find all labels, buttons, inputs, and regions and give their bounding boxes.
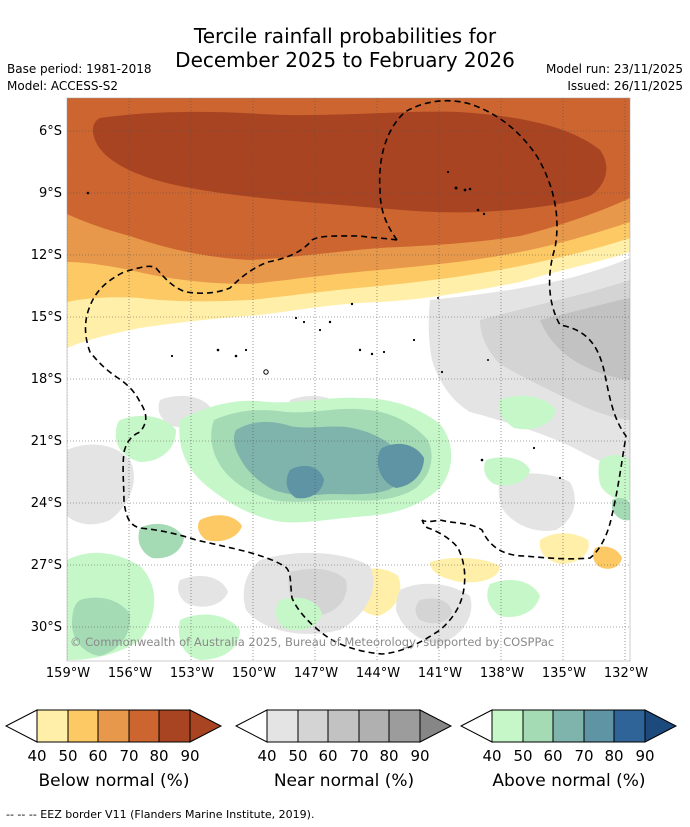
below-40-south-patch-4 bbox=[593, 546, 622, 569]
above-40-se-2 bbox=[498, 395, 556, 430]
legend-above-tick-60: 60 bbox=[543, 747, 562, 765]
above-40-east-1 bbox=[598, 454, 630, 501]
legend-near-normal: 40 50 60 70 80 90 bbox=[235, 709, 453, 765]
lat-label-21s: 21°S bbox=[30, 434, 62, 449]
legend-near-title: Near normal (%) bbox=[273, 771, 415, 791]
legend-near-max-arrow bbox=[419, 709, 453, 743]
island-markers bbox=[86, 170, 562, 480]
near-50-patch-d bbox=[415, 598, 452, 624]
lon-label-147w: 147°W bbox=[293, 666, 339, 681]
legend-near-swatch-2 bbox=[297, 709, 329, 743]
legend-above-tick-40: 40 bbox=[482, 747, 501, 765]
map-title-line2: December 2025 to February 2026 bbox=[175, 48, 515, 72]
legend-above-normal: 40 50 60 70 80 90 bbox=[460, 709, 678, 765]
legend-below-swatch-2 bbox=[67, 709, 99, 743]
lat-label-30s: 30°S bbox=[30, 620, 62, 635]
above-50-east-1 bbox=[612, 498, 630, 521]
lat-label-24s: 24°S bbox=[30, 496, 62, 511]
above-50-west-1 bbox=[72, 597, 131, 656]
above-70-patch-1 bbox=[377, 443, 424, 488]
graticule bbox=[67, 98, 630, 661]
lon-label-144w: 144°W bbox=[355, 666, 401, 681]
lat-label-12s: 12°S bbox=[30, 248, 62, 263]
legend-below-title: Below normal (%) bbox=[38, 771, 190, 791]
legend-near-tick-90: 90 bbox=[410, 747, 429, 765]
below-40-south-patch-3 bbox=[198, 515, 242, 542]
above-70-patch-2 bbox=[286, 465, 324, 499]
legend-below-swatch-1 bbox=[36, 709, 69, 743]
copyright-notice: © Commonwealth of Australia 2025, Bureau… bbox=[70, 635, 554, 649]
lat-label-9s: 9°S bbox=[38, 186, 62, 201]
legend-below-swatch-3 bbox=[97, 709, 130, 743]
rainfall-probability-map: © Commonwealth of Australia 2025, Bureau… bbox=[66, 97, 631, 662]
lon-label-159w: 159°W bbox=[45, 666, 91, 681]
above-60-central bbox=[233, 421, 407, 496]
base-period: Base period: 1981-2018 bbox=[7, 62, 152, 76]
eez-borders bbox=[84, 99, 627, 655]
legend-below-tick-60: 60 bbox=[88, 747, 107, 765]
legend-below-max-arrow bbox=[189, 709, 223, 743]
legend-near-swatch-3 bbox=[327, 709, 360, 743]
lon-label-156w: 156°W bbox=[107, 666, 153, 681]
legend-near-swatch-4 bbox=[358, 709, 390, 743]
model-name: Model: ACCESS-S2 bbox=[7, 79, 119, 93]
legend-below-swatch-5 bbox=[158, 709, 191, 743]
above-40-se-1 bbox=[487, 580, 540, 618]
lon-label-141w: 141°W bbox=[417, 666, 463, 681]
legend-below-tick-50: 50 bbox=[58, 747, 77, 765]
above-40-west-2 bbox=[115, 415, 176, 462]
near-40-se bbox=[498, 473, 575, 531]
legend-above-swatch-3 bbox=[552, 709, 585, 743]
lon-label-138w: 138°W bbox=[479, 666, 525, 681]
near-40-patch-c bbox=[178, 576, 228, 607]
above-40-ne-1 bbox=[484, 457, 530, 486]
lat-label-18s: 18°S bbox=[30, 372, 62, 387]
map-title-line1: Tercile rainfall probabilities for bbox=[193, 24, 497, 48]
above-50-west-2 bbox=[138, 523, 184, 559]
near-60-region-east bbox=[540, 298, 630, 380]
legend-near-min-arrow bbox=[235, 709, 268, 743]
legend-below-swatch-4 bbox=[128, 709, 160, 743]
lon-label-153w: 153°W bbox=[169, 666, 215, 681]
legend-near-tick-80: 80 bbox=[379, 747, 398, 765]
legend-below-min-arrow bbox=[5, 709, 38, 743]
legend-near-tick-50: 50 bbox=[288, 747, 307, 765]
legend-near-tick-70: 70 bbox=[349, 747, 368, 765]
lat-label-6s: 6°S bbox=[38, 124, 62, 139]
issued-date: Issued: 26/11/2025 bbox=[567, 79, 683, 93]
near-40-west-1 bbox=[67, 444, 134, 525]
lat-label-27s: 27°S bbox=[30, 558, 62, 573]
lat-label-15s: 15°S bbox=[30, 310, 62, 325]
legend-above-swatch-5 bbox=[613, 709, 646, 743]
legend-near-swatch-5 bbox=[388, 709, 421, 743]
legend-below-tick-70: 70 bbox=[119, 747, 138, 765]
legend-below-normal: 40 50 60 70 80 90 bbox=[5, 709, 223, 765]
legend-below-tick-90: 90 bbox=[180, 747, 199, 765]
legend-near-swatch-1 bbox=[266, 709, 299, 743]
legend-above-title: Above normal (%) bbox=[492, 771, 646, 791]
legend-below-tick-80: 80 bbox=[149, 747, 168, 765]
legend-above-swatch-1 bbox=[491, 709, 524, 743]
legend-above-tick-50: 50 bbox=[513, 747, 532, 765]
legend-above-min-arrow bbox=[460, 709, 493, 743]
above-40-south-1 bbox=[178, 614, 240, 660]
legend-above-tick-80: 80 bbox=[604, 747, 623, 765]
legend-above-swatch-2 bbox=[522, 709, 554, 743]
lon-label-135w: 135°W bbox=[541, 666, 587, 681]
below-80-region bbox=[92, 111, 607, 213]
lon-label-132w: 132°W bbox=[603, 666, 649, 681]
legend-near-tick-40: 40 bbox=[257, 747, 276, 765]
legend-above-tick-70: 70 bbox=[574, 747, 593, 765]
legend-above-tick-90: 90 bbox=[635, 747, 654, 765]
lon-label-150w: 150°W bbox=[231, 666, 277, 681]
legend-below-tick-40: 40 bbox=[27, 747, 46, 765]
eez-border-footnote: -- -- -- EEZ border V11 (Flanders Marine… bbox=[6, 808, 315, 821]
below-40-south-patch-2 bbox=[539, 533, 589, 564]
model-run-date: Model run: 23/11/2025 bbox=[545, 62, 683, 76]
legend-near-tick-60: 60 bbox=[318, 747, 337, 765]
legend-above-max-arrow bbox=[644, 709, 678, 743]
legend-above-swatch-4 bbox=[583, 709, 615, 743]
